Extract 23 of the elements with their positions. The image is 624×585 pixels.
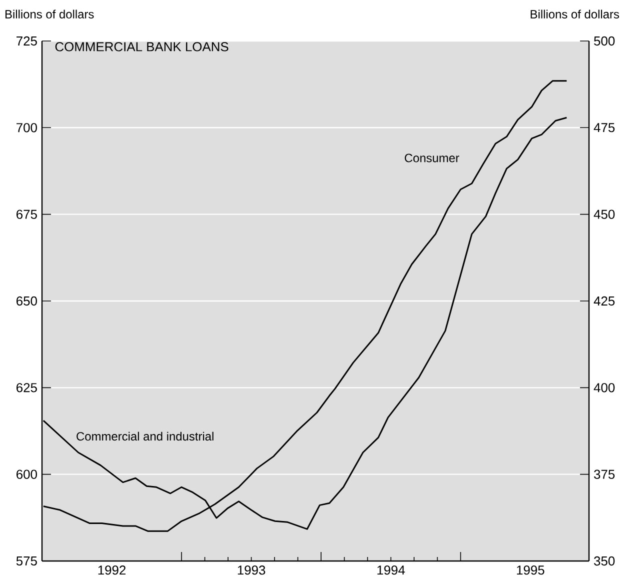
y-tick-label: 725 [16, 36, 37, 46]
x-tick-label: 1993 [238, 566, 266, 575]
x-tick-label: 1994 [377, 566, 405, 575]
x-tick-label: 1995 [516, 566, 544, 575]
y2-tick-label: 475 [594, 123, 615, 132]
y-tick-label: 625 [16, 383, 37, 392]
y-tick-label: 650 [16, 296, 37, 306]
y2-tick-label: 425 [594, 296, 615, 306]
y-tick-label: 675 [16, 210, 37, 219]
y-tick-label: 575 [16, 556, 37, 566]
y2-tick-label: 450 [594, 210, 615, 219]
y2-tick-label: 350 [594, 556, 615, 566]
y2-tick-label: 400 [594, 383, 615, 392]
y-tick-label: 600 [16, 470, 37, 479]
series-label: Commercial and industrial [76, 432, 214, 441]
y2-tick-label: 375 [594, 470, 615, 479]
y-axis-title: Billions of dollars [6, 10, 94, 18]
y2-axis-title: Billions of dollars [530, 10, 620, 18]
y2-tick-label: 500 [594, 36, 615, 46]
chart-title: COMMERCIAL BANK LOANS [55, 42, 228, 52]
y-tick-label: 700 [16, 123, 37, 132]
series-label: Consumer [404, 154, 460, 162]
x-tick-label: 1992 [98, 566, 126, 575]
